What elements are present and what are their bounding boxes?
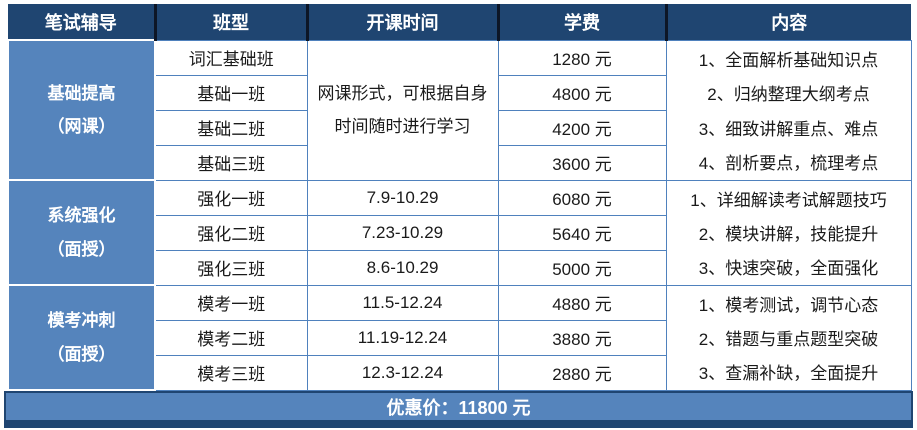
content-line: 1、详细解读考试解题技巧 [690,190,887,210]
content-list: 1、模考测试，调节心态 2、错题与重点题型突破 3、查漏补缺，全面提升 [669,286,909,389]
class-name-cell: 基础二班 [154,109,308,146]
table-row: 强化三班 8.6-10.29 5000 元 [8,249,911,286]
content-cell-mock: 1、模考测试，调节心态 2、错题与重点题型突破 3、查漏补缺，全面提升 [665,284,912,391]
content-line: 3、快速突破，全面强化 [698,259,879,279]
content-line: 3、细致讲解重点、难点 [698,119,879,139]
class-name-cell: 模考二班 [154,319,308,356]
content-line: 2、错题与重点题型突破 [698,329,879,349]
group-cell-basic: 基础提高 （网课） [7,39,156,181]
time-cell: 11.5-12.24 [306,284,499,321]
content-line: 4、剖析要点，梳理考点 [698,154,879,174]
group-title-line2: （网课） [47,117,116,136]
content-line: 3、查漏补缺，全面提升 [698,364,879,384]
header-cell-category: 笔试辅导 [8,4,155,40]
fee-cell: 4880 元 [497,284,667,321]
table-row: 基础二班 4200 元 [8,109,911,146]
content-list: 1、详细解读考试解题技巧 2、模块讲解，技能提升 3、快速突破，全面强化 [669,181,909,284]
fee-cell: 4800 元 [497,74,667,111]
course-pricing-table: 笔试辅导 班型 开课时间 学费 内容 基础提高 （网课） 词汇基础班 网课形式，… [7,4,912,391]
group-title-line1: 模考冲刺 [47,311,116,331]
header-cell-class-type: 班型 [153,4,307,40]
class-name-cell: 基础一班 [154,74,308,111]
content-line: 1、模考测试，调节心态 [698,295,879,315]
fee-cell: 3600 元 [497,144,667,181]
fee-cell: 4200 元 [497,109,667,146]
class-name-cell: 模考三班 [154,354,308,391]
content-line: 2、模块讲解，技能提升 [698,224,879,244]
table-row: 模考冲刺 （面授） 模考一班 11.5-12.24 4880 元 1、模考测试，… [7,284,912,391]
discount-price-bar: 优惠价：11800 元 [4,391,913,428]
time-cell: 7.9-10.29 [306,179,499,216]
group-cell-mock: 模考冲刺 （面授） [7,284,156,391]
class-name-cell: 词汇基础班 [154,39,308,76]
group-title-line1: 系统强化 [47,206,116,226]
table-row: 强化二班 7.23-10.29 5640 元 [8,214,911,251]
time-cell: 8.6-10.29 [306,249,499,286]
group-cell-intensive: 系统强化 （面授） [7,179,156,286]
class-name-cell: 模考一班 [154,284,308,321]
fee-cell: 6080 元 [497,179,667,216]
fee-cell: 5000 元 [497,249,667,286]
class-name-cell: 强化三班 [154,249,308,286]
time-cell: 12.3-12.24 [306,354,499,391]
header-cell-content: 内容 [664,4,911,40]
fee-cell: 1280 元 [497,39,667,76]
table-header-row: 笔试辅导 班型 开课时间 学费 内容 [8,4,911,40]
content-list: 1、全面解析基础知识点 2、归纳整理大纲考点 3、细致讲解重点、难点 4、剖析要… [669,41,909,179]
group-title-line2: （面授） [47,344,116,364]
table-row: 模考三班 12.3-12.24 2880 元 [8,354,911,391]
group-title-line1: 基础提高 [47,83,116,103]
header-cell-schedule: 开课时间 [305,4,498,40]
fee-cell: 3880 元 [497,319,667,356]
header-cell-fee: 学费 [496,4,666,40]
table-row: 基础提高 （网课） 词汇基础班 网课形式，可根据自身时间随时进行学习 1280 … [7,39,912,181]
class-name-cell: 强化二班 [154,214,308,251]
time-cell: 11.19-12.24 [306,319,499,356]
content-cell-intensive: 1、详细解读考试解题技巧 2、模块讲解，技能提升 3、快速突破，全面强化 [665,179,912,286]
group-title-line2: （面授） [47,239,116,259]
discount-price-label: 优惠价：11800 元 [386,397,531,418]
class-name-cell: 强化一班 [154,179,308,216]
content-line: 2、归纳整理大纲考点 [707,85,870,105]
table-row: 基础一班 4800 元 [8,74,911,111]
table-row: 系统强化 （面授） 强化一班 7.9-10.29 6080 元 1、详细解读考试… [7,179,912,286]
table-row: 模考二班 11.19-12.24 3880 元 [8,319,911,356]
class-name-cell: 基础三班 [154,144,308,181]
fee-cell: 2880 元 [497,354,667,391]
table-row: 基础三班 3600 元 [8,144,911,181]
content-line: 1、全面解析基础知识点 [698,50,879,70]
schedule-note-cell: 网课形式，可根据自身时间随时进行学习 [306,39,499,181]
fee-cell: 5640 元 [497,214,667,251]
time-cell: 7.23-10.29 [306,214,499,251]
content-cell-basic: 1、全面解析基础知识点 2、归纳整理大纲考点 3、细致讲解重点、难点 4、剖析要… [665,39,912,181]
